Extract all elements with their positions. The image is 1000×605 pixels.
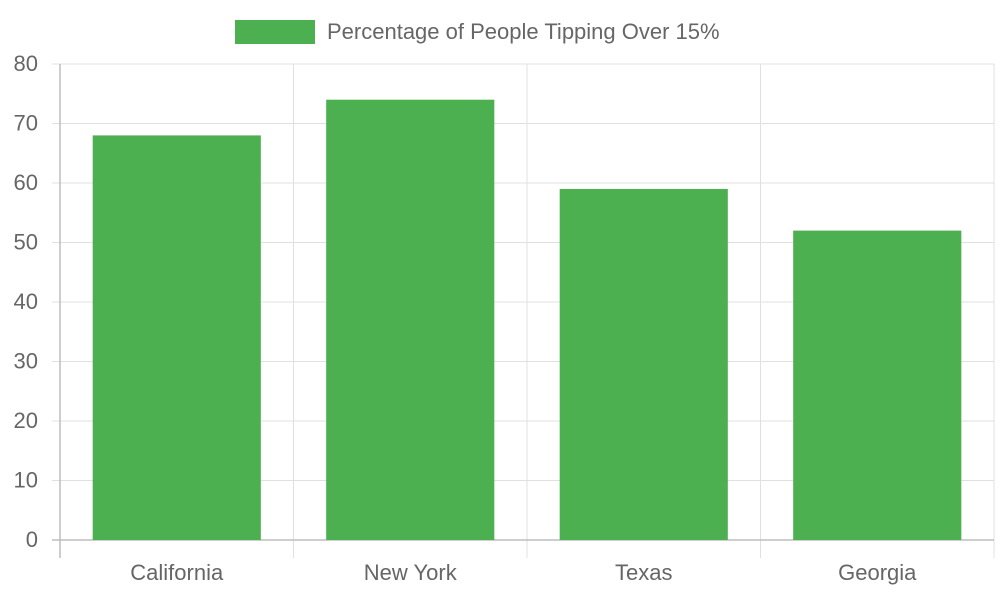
y-tick-label: 80 <box>14 51 38 76</box>
y-tick-label: 60 <box>14 170 38 195</box>
x-tick-label: Texas <box>615 560 672 585</box>
y-tick-label: 50 <box>14 229 38 254</box>
bar <box>326 99 495 540</box>
y-tick-label: 40 <box>14 289 38 314</box>
y-tick-label: 10 <box>14 467 38 492</box>
legend-label: Percentage of People Tipping Over 15% <box>327 19 720 44</box>
y-tick-label: 30 <box>14 348 38 373</box>
y-tick-label: 20 <box>14 408 38 433</box>
x-tick-label: New York <box>364 560 458 585</box>
legend-swatch <box>235 20 315 44</box>
bar <box>92 135 261 540</box>
bar <box>793 230 962 540</box>
y-tick-label: 0 <box>26 527 38 552</box>
x-tick-label: California <box>130 560 224 585</box>
y-tick-label: 70 <box>14 110 38 135</box>
x-tick-label: Georgia <box>838 560 917 585</box>
bar <box>559 188 728 540</box>
